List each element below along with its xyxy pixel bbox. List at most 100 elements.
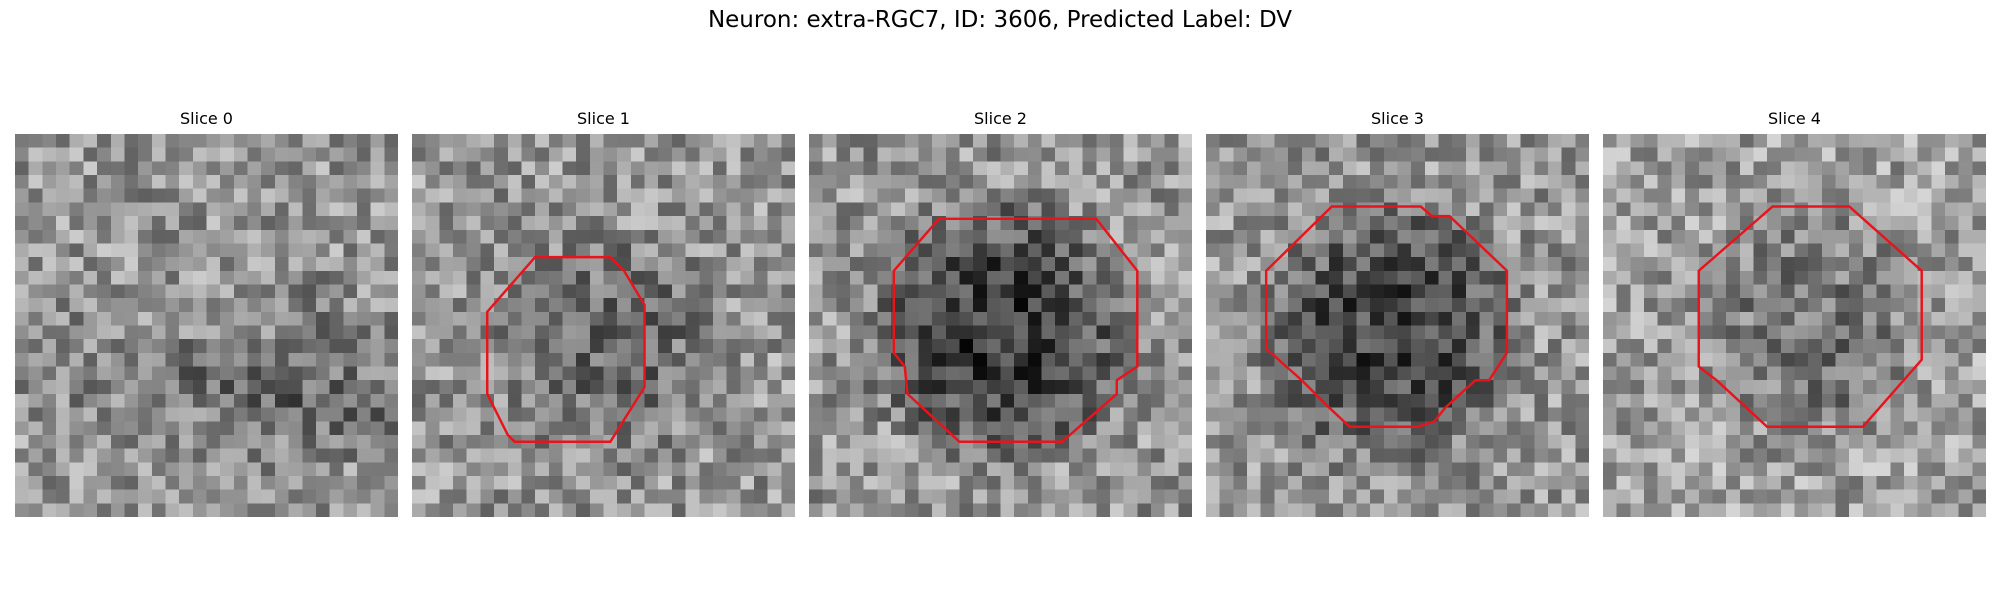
pixel [1603, 229, 1617, 244]
pixel [507, 284, 522, 299]
pixel [1055, 503, 1070, 517]
pixel [850, 366, 864, 381]
pixel [1780, 475, 1795, 490]
pixel [110, 339, 125, 354]
pixel [535, 325, 550, 340]
pixel [685, 407, 700, 422]
pixel [56, 161, 70, 176]
pixel [412, 216, 426, 231]
pixel [644, 243, 659, 258]
pixel [1644, 339, 1658, 354]
pixel [1233, 407, 1248, 422]
pixel [302, 147, 317, 162]
pixel [151, 175, 166, 189]
pixel [644, 270, 659, 285]
pixel [1219, 284, 1234, 299]
pixel [1644, 489, 1658, 504]
pixel [1082, 202, 1097, 217]
pixel [1739, 257, 1754, 272]
pixel [425, 325, 440, 340]
pixel [274, 407, 289, 422]
pixel [165, 475, 180, 490]
pixel [781, 161, 795, 176]
pixel [918, 503, 933, 517]
pixel [233, 380, 248, 395]
pixel [1014, 366, 1029, 381]
pixel [233, 134, 248, 148]
pixel [1206, 489, 1220, 504]
pixel [1808, 407, 1823, 422]
pixel [1808, 421, 1823, 436]
pixel [1356, 434, 1371, 449]
pixel [671, 188, 686, 203]
pixel [1137, 421, 1152, 436]
pixel [1780, 421, 1795, 436]
pixel [1438, 257, 1453, 272]
pixel [494, 284, 509, 299]
pixel [1301, 147, 1316, 162]
pixel [1712, 188, 1727, 203]
pixel [1137, 407, 1152, 422]
pixel [1411, 489, 1426, 504]
pixel [1644, 175, 1658, 189]
pixel [343, 462, 358, 477]
pixel [1630, 475, 1645, 490]
pixel [945, 311, 960, 326]
pixel [220, 298, 235, 313]
pixel [151, 421, 166, 436]
pixel [1616, 339, 1631, 354]
pixel [1178, 462, 1192, 477]
pixel [1109, 366, 1124, 381]
pixel [439, 393, 454, 408]
pixel [617, 407, 632, 422]
pixel [1055, 270, 1070, 285]
pixel [288, 352, 303, 367]
pixel [1821, 475, 1836, 490]
pixel [69, 311, 84, 326]
pixel [1000, 147, 1015, 162]
pixel [630, 352, 645, 367]
pixel [1575, 161, 1589, 176]
pixel [1630, 229, 1645, 244]
pixel [1068, 202, 1083, 217]
pixel [1233, 421, 1248, 436]
pixel [617, 175, 632, 189]
pixel [315, 434, 330, 449]
pixel [1547, 175, 1562, 189]
pixel [1164, 462, 1179, 477]
pixel [138, 298, 153, 313]
pixel [1520, 257, 1535, 272]
pixel [110, 475, 125, 490]
pixel [1452, 229, 1467, 244]
pixel [1247, 448, 1261, 463]
pixel [1685, 188, 1700, 203]
pixel [904, 352, 919, 367]
pixel [877, 352, 892, 367]
pixel [986, 475, 1001, 490]
pixel [1150, 407, 1165, 422]
pixel [850, 188, 864, 203]
pixel [1219, 311, 1234, 326]
pixel [97, 270, 112, 285]
pixel [1506, 147, 1521, 162]
pixel [1575, 407, 1589, 422]
pixel [69, 257, 84, 272]
pixel [1123, 421, 1138, 436]
pixel [1041, 147, 1056, 162]
pixel [425, 366, 440, 381]
pixel [1767, 366, 1782, 381]
pixel [904, 134, 919, 148]
pixel [370, 339, 385, 354]
pixel [1411, 434, 1426, 449]
pixel [1068, 311, 1083, 326]
pixel [1603, 503, 1617, 517]
pixel [1520, 216, 1535, 231]
pixel [1150, 243, 1165, 258]
pixel [1958, 134, 1973, 148]
pixel [274, 352, 289, 367]
pixel [151, 352, 166, 367]
pixel [863, 366, 878, 381]
pixel [1014, 489, 1029, 504]
pixel [1890, 421, 1905, 436]
pixel [548, 134, 563, 148]
